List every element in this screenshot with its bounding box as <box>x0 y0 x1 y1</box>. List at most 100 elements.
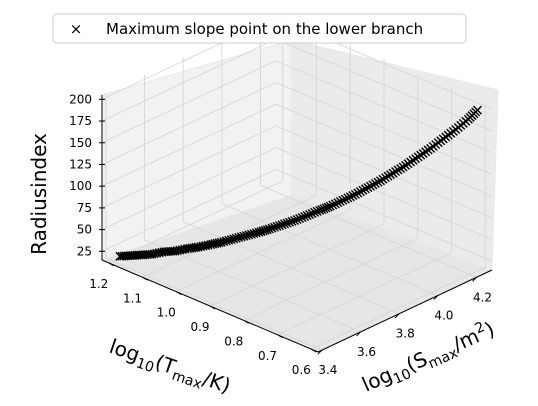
z-tick-label-1: 50 <box>77 223 92 237</box>
z-tick-label-5: 150 <box>69 136 92 150</box>
y-axis-ticks: 3.4 3.6 3.8 4.0 4.2 <box>317 276 492 377</box>
z-axis-title: Radiusindex <box>27 133 51 255</box>
y-tick-mark-0 <box>317 349 323 355</box>
grid-floor-x-6 <box>311 266 486 350</box>
data-point-91 <box>328 200 338 210</box>
grid-floor-y-0 <box>105 257 323 351</box>
y-tick-mark-2 <box>394 313 400 319</box>
data-point-106 <box>365 181 375 191</box>
x-title-sub: 10 <box>134 355 156 376</box>
data-points <box>115 105 483 261</box>
data-point-49 <box>226 235 236 245</box>
grid-floor-y-4 <box>260 184 477 278</box>
data-point-50 <box>229 234 239 244</box>
x-tick-mark-2 <box>175 291 182 296</box>
legend: × Maximum slope point on the lower branc… <box>52 13 467 44</box>
data-point-76 <box>292 215 302 225</box>
x-tick-label-4: 0.8 <box>224 334 243 348</box>
grid-right-z-1 <box>275 147 493 241</box>
data-point-54 <box>239 231 249 241</box>
data-point-55 <box>241 231 251 241</box>
x-axis-title: log10(Tmax/K) <box>105 334 234 402</box>
data-point-150 <box>473 105 483 115</box>
data-point-92 <box>330 199 340 209</box>
data-point-104 <box>360 184 370 194</box>
data-point-81 <box>305 209 315 219</box>
grid-left-z-4 <box>101 82 277 165</box>
x-title-unit: /K) <box>200 366 234 398</box>
x-title-max: max <box>170 368 204 393</box>
data-point-52 <box>234 233 244 243</box>
y-tick-label-1: 3.6 <box>357 345 376 359</box>
data-point-89 <box>323 202 333 212</box>
x-tick-mark-5 <box>277 334 283 339</box>
grid-right-z-4 <box>275 82 493 175</box>
grid-floor-x-5 <box>277 252 452 336</box>
data-point-45 <box>216 237 226 247</box>
grid-left-z-6 <box>101 38 277 122</box>
y-title-base: log <box>358 362 396 396</box>
x-tick-mark-6 <box>310 348 317 353</box>
grid-floor-x-1 <box>142 194 317 278</box>
data-point-90 <box>325 201 335 211</box>
data-point-93 <box>333 198 343 208</box>
data-point-84 <box>312 206 322 216</box>
data-point-107 <box>368 180 378 190</box>
z-tick-label-0: 25 <box>77 244 92 258</box>
y-axis-line <box>317 269 493 353</box>
grid-left-z-3 <box>101 103 277 187</box>
y-tick-label-4: 4.2 <box>473 290 492 304</box>
grid-floor-y-3 <box>221 203 439 296</box>
data-point-98 <box>345 192 355 202</box>
data-point-66 <box>267 223 277 233</box>
x-tick-label-0: 1.2 <box>89 277 108 291</box>
grid-floor-x-4 <box>243 237 418 321</box>
z-tick-label-6: 175 <box>69 114 92 128</box>
grid-left-z-0 <box>101 168 277 252</box>
data-point-78 <box>297 213 307 222</box>
x-tick-label-5: 0.7 <box>258 349 277 363</box>
grid-right-z-5 <box>275 60 493 154</box>
x-tick-mark-0 <box>108 262 115 267</box>
grid-left-z-5 <box>101 60 277 144</box>
data-point-80 <box>302 210 312 220</box>
grid-right-z-2 <box>275 125 493 219</box>
data-point-73 <box>285 217 295 227</box>
grid-floor-y-1 <box>144 239 361 333</box>
data-point-103 <box>358 185 368 195</box>
data-point-82 <box>307 208 317 218</box>
data-point-72 <box>282 218 292 228</box>
data-point-97 <box>343 193 353 203</box>
data-point-47 <box>221 236 231 246</box>
y-tick-label-2: 3.8 <box>396 327 415 341</box>
x-tick-label-3: 0.9 <box>190 320 209 334</box>
grid-floor-x-3 <box>209 223 385 307</box>
data-point-46 <box>219 237 229 247</box>
z-tick-label-3: 100 <box>69 179 92 193</box>
data-point-100 <box>350 189 360 199</box>
grid-left-z-2 <box>101 125 277 209</box>
data-point-105 <box>363 183 373 193</box>
x-axis-ticks: 1.2 1.1 1.0 0.9 0.8 0.7 0.6 <box>89 262 317 377</box>
gridlines <box>101 15 493 351</box>
z-tick-label-4: 125 <box>69 157 92 171</box>
grid-floor-x-2 <box>176 209 351 293</box>
x-tick-label-1: 1.1 <box>123 291 142 305</box>
data-point-71 <box>280 219 290 229</box>
x-tick-label-6: 0.6 <box>292 363 311 377</box>
data-point-102 <box>355 187 365 197</box>
y-tick-mark-4 <box>472 276 477 282</box>
data-point-68 <box>272 221 282 231</box>
data-point-65 <box>264 224 274 234</box>
data-point-83 <box>310 207 320 217</box>
data-point-53 <box>236 232 246 242</box>
grid-floor-y-2 <box>183 221 400 315</box>
data-point-69 <box>275 221 285 231</box>
data-point-79 <box>300 211 310 221</box>
data-point-95 <box>338 195 348 205</box>
x-tick-mark-4 <box>243 319 250 324</box>
data-point-108 <box>370 178 380 188</box>
data-point-48 <box>224 235 234 245</box>
data-point-67 <box>270 222 279 232</box>
